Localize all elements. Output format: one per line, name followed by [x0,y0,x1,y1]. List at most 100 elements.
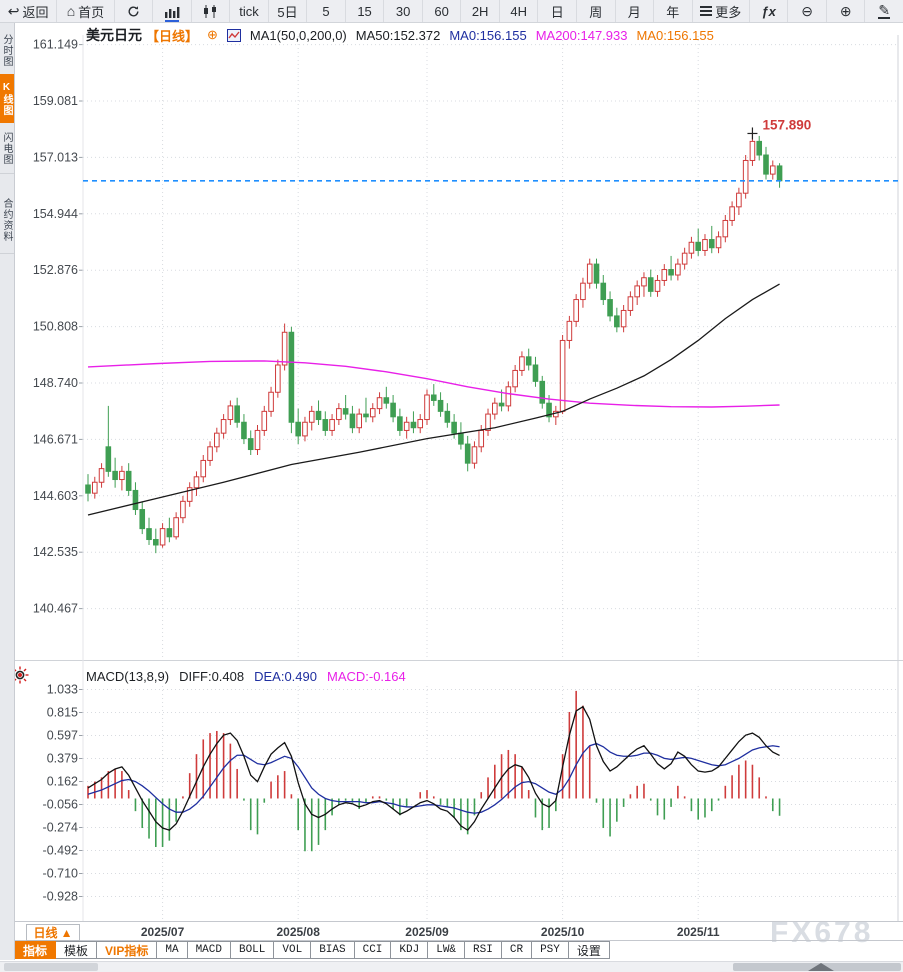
candle-body [736,192,742,208]
candle-body [417,419,424,429]
zoom-in-button[interactable]: ⊕ [827,0,866,22]
candle-body [200,459,207,478]
interval-2h-button[interactable]: 2H [461,0,500,22]
candle-body [756,140,763,156]
interval-month-button[interactable]: 月 [616,0,655,22]
pencil-icon: ✎ [878,2,891,19]
tab-template[interactable]: 模板 [56,941,98,959]
expand-panel-arrow-icon[interactable] [808,963,834,971]
tab-macd[interactable]: MACD [187,941,231,959]
bar-chart-type-button[interactable] [153,0,192,22]
candle-body [715,236,722,249]
home-icon: ⌂ [66,3,76,19]
candle-body [614,315,620,328]
home-button[interactable]: ⌂ 首页 [57,0,115,22]
macd-axis-label: 0.597 [47,729,78,743]
candle-body [451,421,457,434]
candle-body [681,252,688,265]
zoom-out-button[interactable]: ⊖ [788,0,827,22]
chart-type-sidebar: 分时图 K线图 闪电图 合约资料 [0,22,15,960]
draw-tool-button[interactable]: ✎ [865,0,903,22]
tab-kdj[interactable]: KDJ [391,941,429,959]
candle-body [227,405,234,421]
interval-day-button[interactable]: 日 [538,0,577,22]
candle-body [702,239,708,251]
price-axis-label: 148.740 [33,376,78,390]
add-favorite-icon[interactable]: ⊕ [207,27,218,42]
interval-year-button[interactable]: 年 [654,0,693,22]
price-axis-label: 161.149 [33,38,78,52]
candle-body [166,528,173,538]
date-axis-label: 2025/11 [677,925,720,939]
candle-body [471,446,478,464]
more-button[interactable]: 更多 [693,0,750,22]
tab-ma[interactable]: MA [157,941,188,959]
hamburger-icon [700,4,713,18]
period-selector[interactable]: 日线 ▲ [26,924,80,941]
tab-rsi[interactable]: RSI [465,941,502,959]
candle-body [336,408,342,421]
mini-chart-icon[interactable] [226,28,241,42]
symbol-name: 美元日元 [86,27,142,43]
interval-15min-button[interactable]: 15 [346,0,385,22]
back-button[interactable]: ↩ 返回 [0,0,58,22]
macd-axis-label: 0.162 [47,775,78,789]
ma-settings-label: MA1(50,0,200,0) [249,27,347,43]
candle-body [444,410,451,423]
candle-body [342,408,349,415]
macd-header: MACD(13,8,9) DIFF:0.408 DEA:0.490 MACD:-… [86,669,406,684]
tab-bias[interactable]: BIAS [311,941,355,959]
candle-body [315,410,322,421]
zoom-in-icon: ⊕ [839,3,852,19]
candle-body [729,206,735,221]
refresh-button[interactable] [115,0,154,22]
tab-psy[interactable]: PSY [532,941,569,959]
candle-body [634,285,640,298]
interval-60min-button[interactable]: 60 [423,0,462,22]
tab-vol[interactable]: VOL [274,941,312,959]
candle-chart-type-button[interactable] [192,0,231,22]
interval-tick-button[interactable]: tick [230,0,269,22]
chart-header: 美元日元 【日线】 ⊕ MA1(50,0,200,0) MA50:152.372… [86,25,714,45]
sidebar-tab-time-chart[interactable]: 分时图 [0,25,14,76]
price-axis-label: 157.013 [33,150,78,164]
candle-body [546,402,552,418]
tab-cci[interactable]: CCI [354,941,392,959]
candle-body [146,528,152,541]
candle-body [620,309,627,328]
candle-body [91,481,98,494]
tab-lw[interactable]: LW& [428,941,466,959]
candle-body [275,364,281,393]
candle-body [688,241,695,254]
candle-body [485,413,491,431]
tab-indicator[interactable]: 指标 [14,941,57,959]
candle-body [478,429,485,448]
candle-body [214,432,220,448]
candle-body [356,413,362,429]
interval-5day-button[interactable]: 5日 [269,0,308,22]
tab-vip-indicator[interactable]: VIP指标 [97,941,158,959]
macd-value: MACD:-0.164 [326,669,406,684]
price-axis-label: 152.876 [33,263,78,277]
interval-5min-button[interactable]: 5 [307,0,346,22]
macd-dea-line [87,742,780,814]
candle-body [369,408,376,418]
tab-cr[interactable]: CR [501,941,533,959]
sidebar-tab-kline-chart[interactable]: K线图 [0,74,14,125]
sidebar-tab-flash-chart[interactable]: 闪电图 [0,123,14,174]
candle-body [695,241,702,251]
tab-boll[interactable]: BOLL [230,941,275,959]
scrollbar-left-segment[interactable] [4,963,98,971]
candle-body [302,421,308,437]
candle-body [349,413,356,429]
indicator-fx-button[interactable]: ƒx [750,0,789,22]
interval-week-button[interactable]: 周 [577,0,616,22]
interval-4h-button[interactable]: 4H [500,0,539,22]
interval-30min-button[interactable]: 30 [384,0,423,22]
macd-axis-label: -0.274 [43,821,78,835]
candle-body [580,282,586,301]
sidebar-tab-contract-info[interactable]: 合约资料 [0,187,14,254]
ma0-value-blue: MA0:156.155 [449,27,527,43]
tab-settings[interactable]: 设置 [568,941,610,959]
